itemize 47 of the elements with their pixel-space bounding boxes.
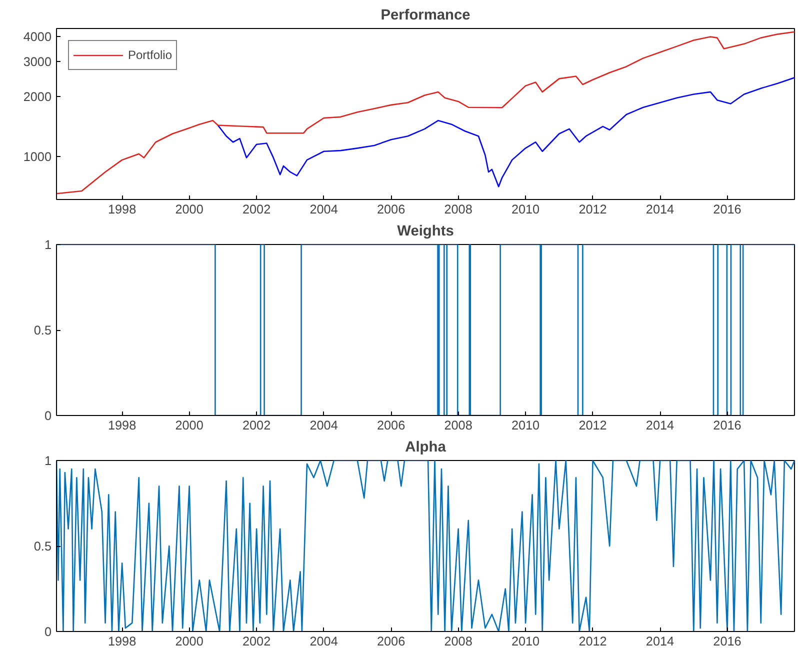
x-tick-label: 2000: [175, 202, 204, 216]
line-series: [217, 77, 794, 188]
x-tick-label: 2006: [376, 202, 406, 216]
chart-title: Alpha: [405, 440, 447, 456]
y-tick-label: 1000: [23, 150, 52, 164]
x-tick-label: 2012: [578, 202, 607, 216]
x-tick-label: 2006: [376, 418, 406, 432]
x-tick-label: 2016: [713, 634, 742, 648]
x-tick-label: 1998: [108, 418, 136, 432]
line-series: [56, 31, 794, 194]
x-tick-label: 2012: [578, 418, 607, 432]
y-tick-label: 1: [44, 238, 52, 252]
x-tick-label: 2002: [242, 202, 271, 216]
x-tick-label: 2014: [646, 634, 674, 648]
x-tick-label: 2004: [310, 202, 338, 216]
y-tick-label: 1: [44, 454, 52, 468]
legend-label: Portfolio: [128, 48, 172, 62]
y-tick-label: 0.5: [34, 324, 52, 338]
x-tick-label: 2008: [444, 202, 472, 216]
line-series: [56, 460, 794, 632]
x-tick-label: 2010: [511, 418, 540, 432]
chart-title: Performance: [380, 8, 470, 24]
y-tick-label: 0: [44, 625, 52, 639]
x-tick-label: 2000: [175, 418, 204, 432]
x-tick-label: 2010: [511, 634, 540, 648]
x-tick-label: 2006: [376, 634, 406, 648]
x-tick-label: 1998: [108, 202, 136, 216]
x-tick-label: 2004: [310, 418, 338, 432]
x-tick-label: 2000: [175, 634, 204, 648]
x-tick-label: 2014: [646, 202, 674, 216]
x-tick-label: 2010: [511, 202, 540, 216]
y-tick-label: 0.5: [34, 540, 52, 554]
x-tick-label: 1998: [108, 634, 136, 648]
x-tick-label: 2014: [646, 418, 674, 432]
x-tick-label: 2016: [713, 202, 742, 216]
x-tick-label: 2008: [444, 418, 472, 432]
y-tick-label: 2000: [23, 90, 52, 104]
y-tick-label: 3000: [23, 55, 52, 70]
x-tick-label: 2008: [444, 634, 472, 648]
x-tick-label: 2002: [242, 418, 271, 432]
x-tick-label: 2004: [310, 634, 338, 648]
y-tick-label: 4000: [23, 30, 52, 44]
y-tick-label: 0: [44, 409, 52, 423]
chart-title: Weights: [397, 224, 454, 240]
x-tick-label: 2016: [713, 418, 742, 432]
x-tick-label: 2002: [242, 634, 271, 648]
x-tick-label: 2012: [578, 634, 607, 648]
